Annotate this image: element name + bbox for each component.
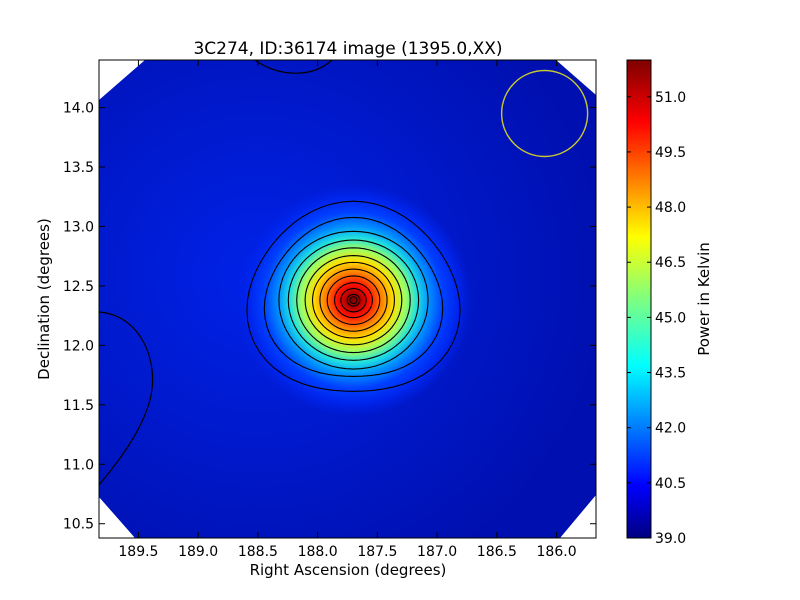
contour-line-left <box>99 311 154 486</box>
contour-line <box>326 275 381 325</box>
colorbar-tick-label: 39.0 <box>655 531 686 547</box>
x-tick-label: 189.5 <box>118 544 158 560</box>
y-tick-label: 11.5 <box>63 398 94 414</box>
y-axis-label: Declination (degrees) <box>35 218 53 380</box>
plot-frame <box>98 59 597 539</box>
x-tick-label: 186.5 <box>477 544 517 560</box>
plot-area <box>99 60 596 538</box>
x-tick-label: 189.0 <box>178 544 218 560</box>
colorbar-tick-label: 51.0 <box>655 90 686 106</box>
colorbar-label: Power in Kelvin <box>695 242 713 356</box>
x-tick-label: 187.5 <box>357 544 397 560</box>
contour-line <box>287 239 420 361</box>
colorbar-tick-label: 42.0 <box>655 421 686 437</box>
contour-lines <box>246 200 461 392</box>
x-tick-label: 187.0 <box>417 544 457 560</box>
contour-line <box>304 255 403 346</box>
contour-line <box>263 216 444 377</box>
contour-line <box>296 247 411 354</box>
colorbar-tick-label: 46.5 <box>655 255 686 271</box>
contour-line-top <box>254 60 333 74</box>
x-tick-label: 186.0 <box>537 544 577 560</box>
y-tick-label: 13.0 <box>63 219 94 235</box>
colorbar <box>626 59 652 539</box>
y-tick-label: 11.0 <box>63 457 94 473</box>
colorbar-tick-label: 40.5 <box>655 476 686 492</box>
contour-line <box>319 268 388 332</box>
contour-line <box>346 293 361 307</box>
chart-title: 3C274, ID:36174 image (1395.0,XX) <box>193 39 502 59</box>
source-glow <box>235 184 472 417</box>
colorbar-tick-label: 43.5 <box>655 366 686 382</box>
colorbar-tick-label: 49.5 <box>655 145 686 161</box>
contour-line <box>334 282 373 319</box>
contour-line <box>246 200 461 392</box>
contour-line <box>340 287 367 313</box>
source-center-marker <box>349 296 358 305</box>
x-axis: 189.5 189.0 188.5 188.0 187.5 187.0 186.5 186.0 <box>118 60 577 560</box>
x-tick-label: 188.0 <box>298 544 338 560</box>
y-tick-label: 13.5 <box>63 160 94 176</box>
x-axis-label: Right Ascension (degrees) <box>250 561 447 579</box>
colorbar-ticks: 39.0 40.5 42.0 43.5 45.0 46.5 48.0 49.5 51.0 <box>627 90 686 547</box>
y-axis: 10.5 11.0 11.5 12.0 12.5 13.0 13.5 14.0 <box>63 101 596 533</box>
contour-line <box>278 230 429 370</box>
y-tick-label: 12.0 <box>63 338 94 354</box>
y-tick-label: 12.5 <box>63 279 94 295</box>
beam-marker <box>500 69 589 158</box>
colorbar-tick-label: 45.0 <box>655 310 686 326</box>
y-tick-label: 14.0 <box>63 101 94 117</box>
colorbar-tick-label: 48.0 <box>655 200 686 216</box>
x-tick-label: 188.5 <box>238 544 278 560</box>
y-tick-label: 10.5 <box>63 517 94 533</box>
contour-line <box>311 261 395 339</box>
